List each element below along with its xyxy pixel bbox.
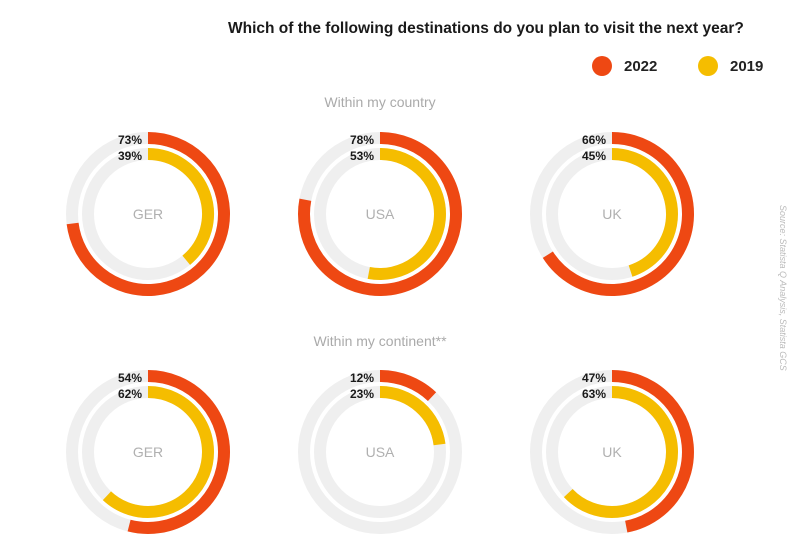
- source-note: Source: Statista Q Analysis, Statista GC…: [778, 205, 788, 371]
- value-label-2019-1-uk: 63%: [582, 387, 606, 401]
- value-label-2019-0-ger: 39%: [118, 149, 142, 163]
- category-label-1-usa: USA: [366, 444, 395, 460]
- value-label-2022-1-uk: 47%: [582, 371, 606, 385]
- value-label-2022-0-uk: 66%: [582, 133, 606, 147]
- value-label-2022-1-ger: 54%: [118, 371, 142, 385]
- value-label-2022-0-ger: 73%: [118, 133, 142, 147]
- chart-title: Which of the following destinations do y…: [228, 20, 744, 37]
- arc-2022-0-ger: [66, 132, 230, 296]
- arc-2022-0-usa: [298, 132, 462, 296]
- arc-2019-0-usa: [367, 148, 446, 280]
- value-label-2022-0-usa: 78%: [350, 133, 374, 147]
- group-label: Within my country: [324, 94, 435, 110]
- arc-2022-1-usa: [379, 370, 437, 402]
- legend-item-2019: 2019: [698, 56, 763, 76]
- legend-label-2022: 2022: [624, 57, 658, 75]
- arc-2022-0-uk: [542, 132, 694, 296]
- legend-swatch-2022: [592, 56, 612, 76]
- group-label: Within my continent**: [313, 333, 447, 349]
- arc-2022-1-ger: [127, 370, 230, 534]
- arc-2019-0-ger: [147, 148, 214, 265]
- category-label-1-uk: UK: [602, 444, 622, 460]
- legend-swatch-2019: [698, 56, 718, 76]
- legend-label-2019: 2019: [730, 57, 764, 75]
- value-label-2019-1-ger: 62%: [118, 387, 142, 401]
- category-label-0-uk: UK: [602, 206, 622, 222]
- arc-2019-1-usa: [379, 386, 446, 446]
- legend: 2022 2019: [580, 56, 780, 84]
- value-label-2022-1-usa: 12%: [350, 371, 374, 385]
- category-label-0-ger: GER: [133, 206, 163, 222]
- category-label-1-ger: GER: [133, 444, 163, 460]
- arc-2019-0-uk: [611, 148, 678, 277]
- category-label-0-usa: USA: [366, 206, 395, 222]
- arc-2022-1-uk: [611, 370, 694, 533]
- value-label-2019-0-uk: 45%: [582, 149, 606, 163]
- legend-item-2022: 2022: [592, 56, 657, 76]
- value-label-2019-0-usa: 53%: [350, 149, 374, 163]
- arc-2019-1-ger: [102, 386, 214, 518]
- value-label-2019-1-usa: 23%: [350, 387, 374, 401]
- arc-2019-1-uk: [563, 386, 678, 518]
